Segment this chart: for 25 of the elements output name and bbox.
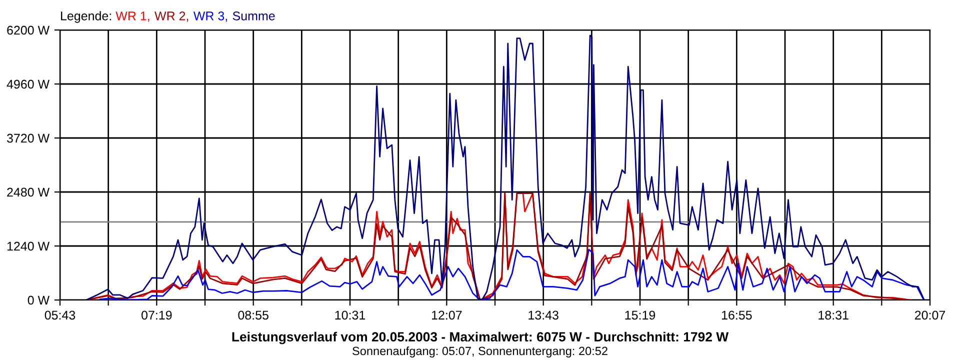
text: Sonnenaufgang: 05:07, Sonnenuntergang: 20:52 <box>352 346 608 358</box>
text: WR 1, <box>116 12 150 22</box>
x-tick-label: 12:07 <box>432 310 462 320</box>
text: Summe <box>232 12 275 20</box>
y-tick-label: 2480 W <box>7 188 50 197</box>
x-tick-label: 08:55 <box>238 310 268 320</box>
x-tick-label: 15:19 <box>625 310 656 320</box>
line-series <box>85 34 925 300</box>
x-tick-label: 20:07 <box>914 310 946 320</box>
text: WR 3, <box>193 12 227 22</box>
text: WR 2, <box>154 12 188 22</box>
line-series <box>99 248 924 300</box>
text: Leistungsverlauf vom 20.05.2003 - Maximalwert: 6075 W - Durchschnitt: 1792 W <box>232 332 729 344</box>
x-tick-label: 16:55 <box>722 310 752 320</box>
y-tick-label: 3720 W <box>6 134 50 143</box>
x-tick-label: 05:43 <box>44 310 76 320</box>
x-tick-label: 13:43 <box>528 310 558 320</box>
y-tick-label: 0 W <box>28 296 50 305</box>
legend-title: Legende: <box>61 11 111 23</box>
x-tick-label: 18:31 <box>818 310 848 320</box>
y-tick-label: 6200 W <box>7 26 50 35</box>
y-tick-label: 4960 W <box>6 80 50 89</box>
y-tick-label: 1240 W <box>7 242 50 251</box>
x-tick-label: 07:19 <box>142 310 172 320</box>
x-tick-label: 10:31 <box>335 310 366 320</box>
